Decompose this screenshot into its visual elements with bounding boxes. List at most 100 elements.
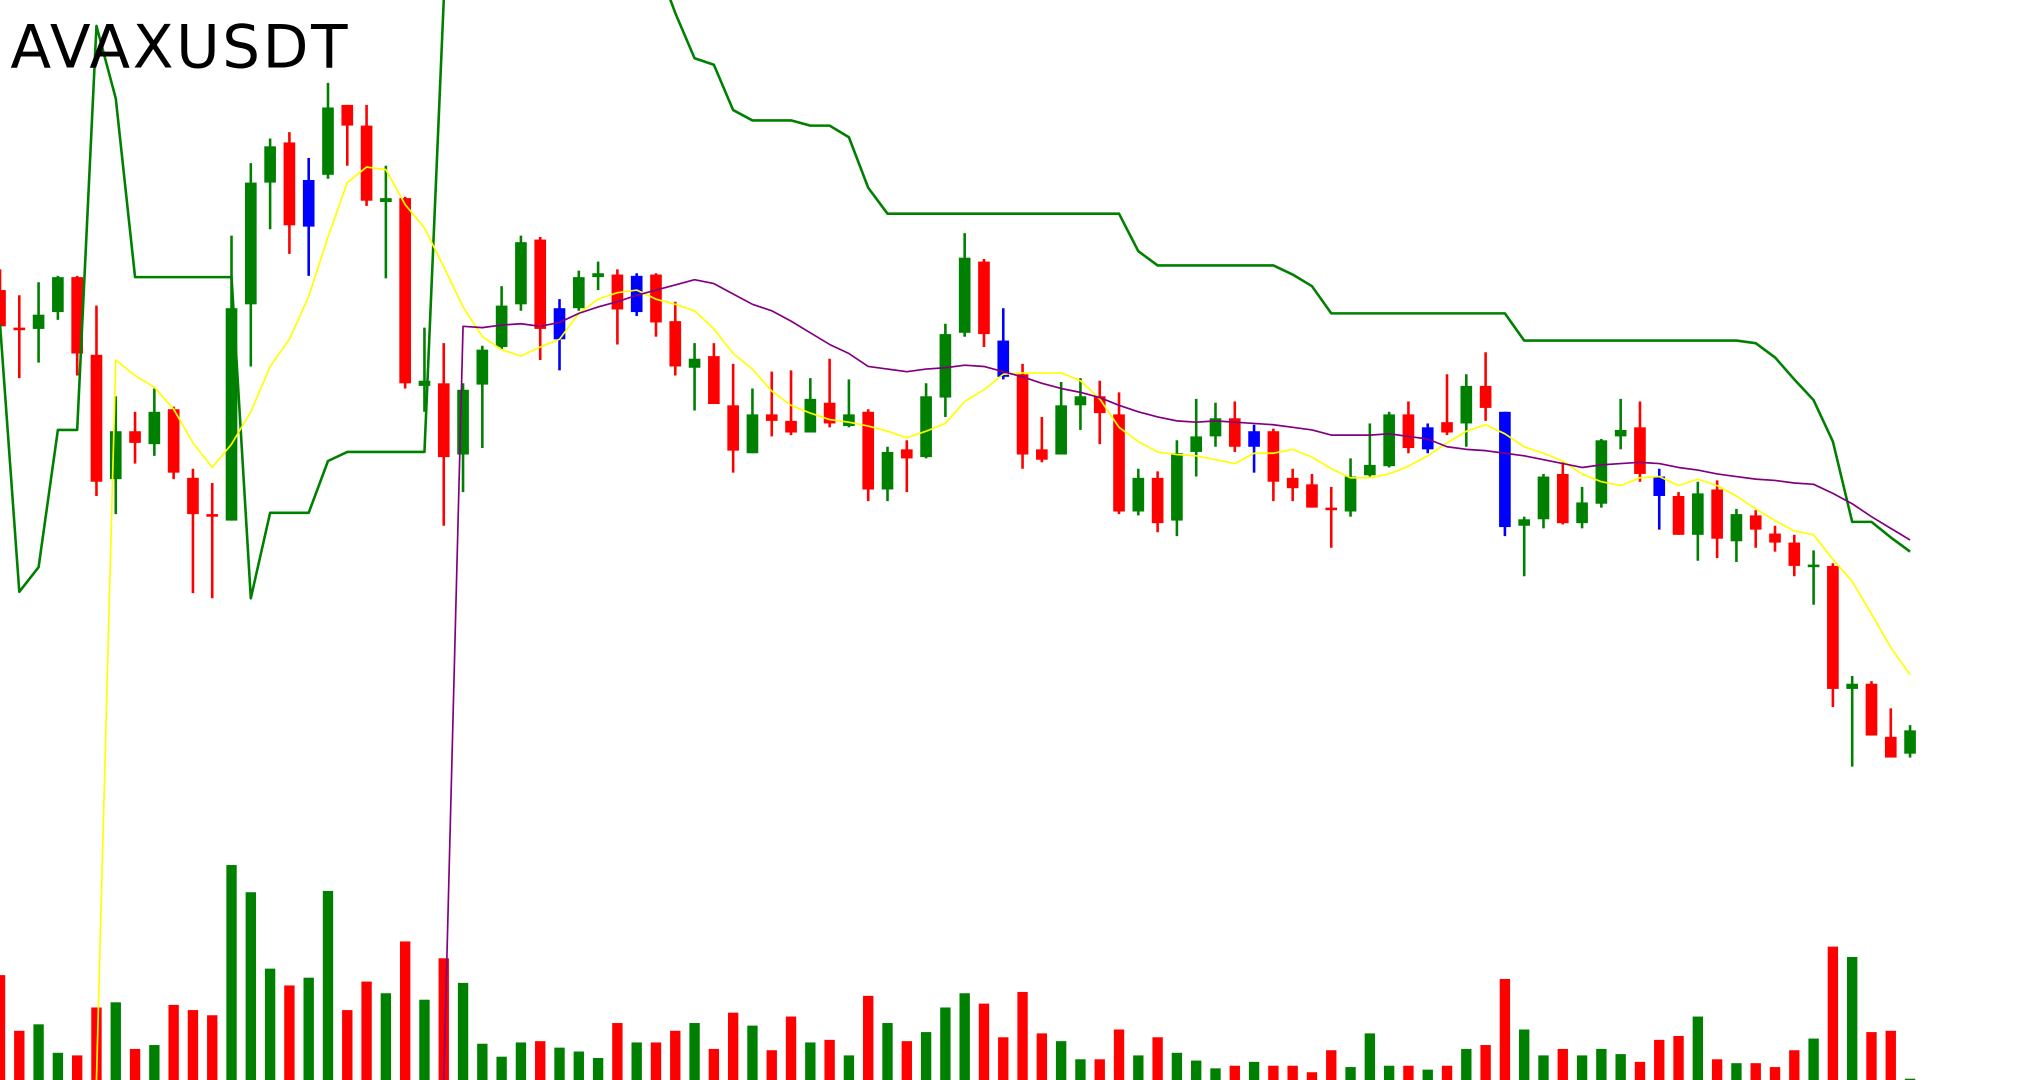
chart-title: AVAXUSDT [10,13,350,82]
candle-body [1672,495,1685,535]
candle [1537,473,1550,529]
volume-bar [1403,1065,1414,1080]
volume-bar [766,1050,777,1080]
candle-body [881,451,894,490]
candle-body [688,358,701,368]
volume-bar [1654,1039,1665,1080]
volume-bar [322,890,334,1080]
candle-body [1904,730,1916,754]
candle-body [148,411,161,445]
candle [187,468,199,594]
volume-bar [824,1039,835,1080]
volume-bar [1345,1067,1356,1080]
volume-bar [399,941,411,1080]
volume-bar [245,892,256,1080]
candle-body [129,431,141,443]
candle [1634,401,1646,482]
volume-bar [1326,1050,1337,1080]
candle-body [1884,736,1897,758]
volume-bar [1364,1033,1376,1080]
candle-body [495,305,508,348]
volume-bars [0,865,1916,1080]
candle [1788,534,1801,577]
volume-bar [1519,1029,1530,1080]
volume-bar [438,958,449,1080]
volume-bar [1210,1068,1221,1080]
candle-body [1576,502,1588,524]
candle [437,343,450,526]
volume-bar [264,968,276,1080]
volume-bar [554,1047,565,1080]
candle [920,383,932,459]
candle-body [592,273,604,278]
candle [881,446,894,502]
volume-bar [71,1055,83,1080]
volume-bar [1094,1059,1105,1080]
candle-body [360,125,373,201]
candle-body [1093,396,1106,414]
candle-body [1749,515,1762,530]
volume-bar [0,975,6,1080]
candle-body [32,314,45,329]
candle-body [1364,464,1376,476]
volume-bar [1904,1078,1916,1080]
candle [71,275,84,376]
volume-bar [342,1010,353,1080]
volume-bar [535,1041,546,1080]
candle-body [1248,431,1260,447]
volume-bar [1229,1065,1240,1080]
candle [862,409,875,502]
candle [843,379,855,428]
volume-bar [747,1025,758,1080]
volume-bar [727,1012,739,1080]
candle-body [515,242,527,305]
volume-bar [650,1042,662,1080]
volume-bar [573,1051,584,1080]
candle [1093,380,1106,445]
candle [1672,492,1685,535]
candle-body [1325,507,1338,511]
volume-bar [1711,1059,1723,1080]
candle-body [997,340,1010,377]
candle [1228,401,1241,452]
candle [322,82,334,179]
volume-bar [785,1016,797,1080]
candle [1479,352,1492,421]
volume-bar [187,1010,199,1080]
volume-bar [998,1037,1009,1080]
candle-body [1499,411,1511,528]
candle-body [823,402,836,424]
candle [997,308,1010,380]
candle [0,269,6,327]
candle [553,299,566,371]
volume-bar [419,999,430,1080]
candle [572,270,585,311]
volume-bar [1847,956,1858,1080]
candle-body [1441,422,1453,433]
candle-body [264,146,276,183]
volume-bar [1866,1032,1877,1080]
candle [1653,468,1666,530]
candle [1807,550,1820,605]
candle-body [1306,484,1318,508]
candle [1595,438,1608,508]
candle-body [71,277,84,354]
candle [592,261,604,291]
candle-body [399,198,411,384]
volume-bar [689,1023,700,1080]
candle-body [708,356,720,405]
candle [1151,471,1164,533]
candle-body [785,420,797,433]
volume-bar [1634,1061,1646,1080]
candle [1499,411,1511,537]
volume-bar [457,982,469,1080]
candle [900,440,913,493]
volume-bar [149,1045,160,1080]
candle-body [1460,385,1473,424]
candle-body [630,275,643,313]
volume-bar [1499,978,1511,1080]
volume-bar [52,1052,64,1080]
candle [1016,363,1029,469]
candle-body [1827,565,1839,689]
candle [1576,486,1588,529]
